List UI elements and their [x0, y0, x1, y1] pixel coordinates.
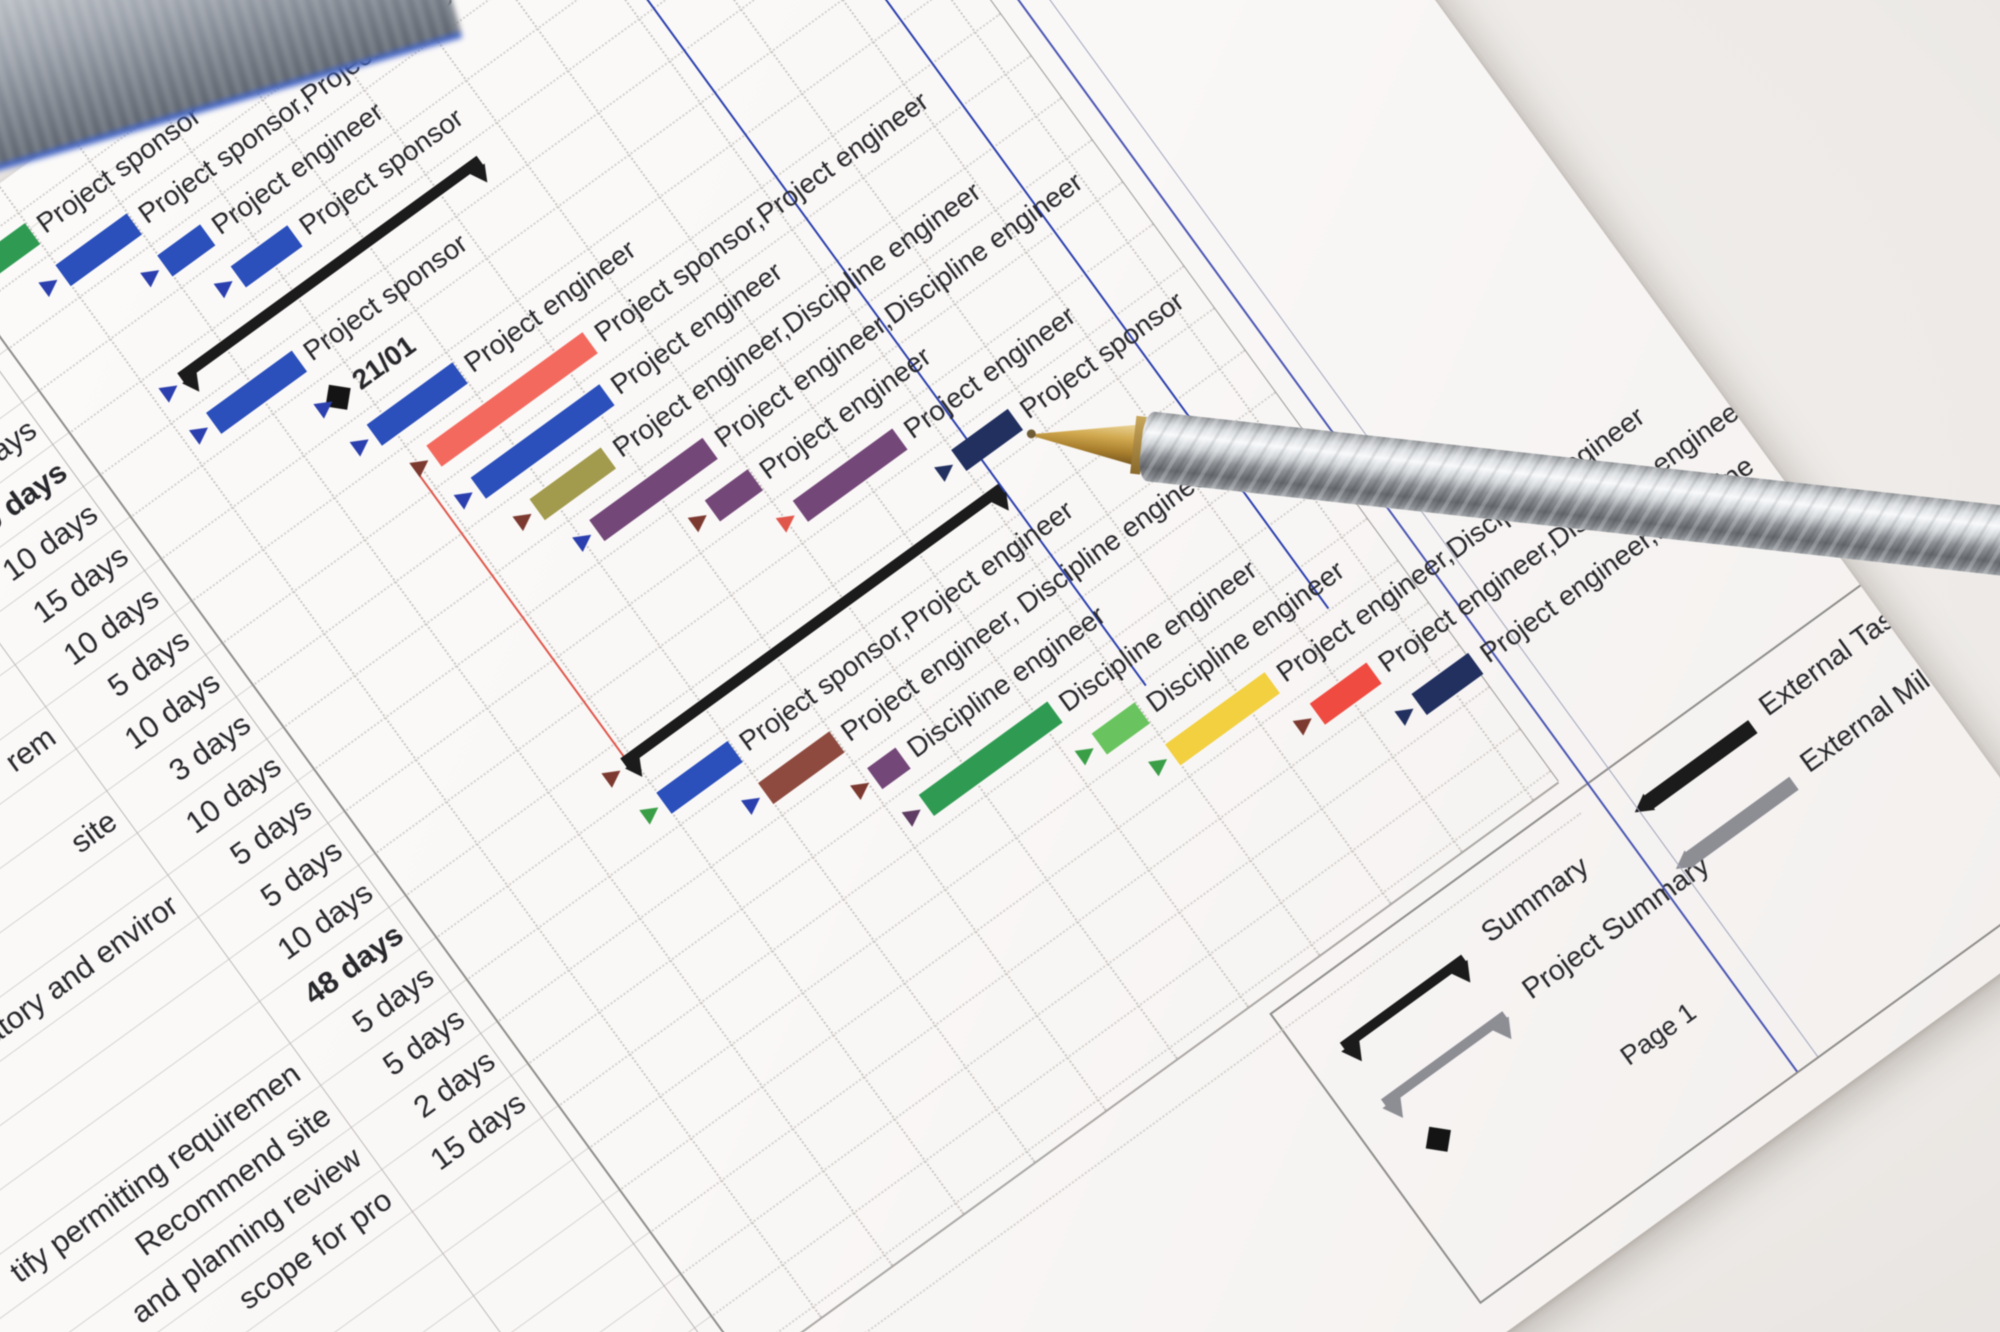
pen-ballpoint — [1026, 428, 1037, 439]
legend-box-bottom-border — [1479, 873, 2000, 1305]
gantt-bar — [230, 225, 303, 288]
chart-row-line — [618, 602, 1429, 1192]
milestone-legend-diamond-icon — [1425, 1126, 1451, 1152]
external-tasks-legend-icon — [1642, 720, 1758, 810]
link-arrow-icon — [158, 378, 183, 403]
link-arrow-icon — [901, 802, 927, 827]
project-summary-legend-icon — [1380, 1011, 1509, 1108]
link-arrow-icon — [1074, 740, 1100, 766]
link-arrow-icon — [140, 262, 165, 288]
link-arrow-icon — [189, 420, 214, 445]
chart-row-line — [710, 728, 1521, 1318]
task-name-cell: gulatory and enviror — [0, 887, 185, 1077]
link-arrow-icon — [849, 775, 875, 801]
gantt-bar — [951, 408, 1024, 472]
summary-legend-icon — [1339, 954, 1468, 1051]
link-arrow-icon — [38, 272, 63, 298]
legend-external-milestone-label: External Milestone — [1794, 613, 2000, 780]
link-arrow-icon — [1394, 701, 1419, 727]
link-arrow-icon — [213, 273, 238, 299]
gantt-bar — [206, 350, 307, 434]
link-arrow-icon — [1148, 751, 1173, 777]
link-arrow-icon — [1292, 711, 1317, 736]
external-milestone-legend-icon — [1684, 776, 1799, 867]
gantt-bar — [656, 741, 743, 814]
link-arrow-icon — [512, 506, 538, 531]
link-arrow-icon — [453, 484, 479, 510]
link-line — [666, 0, 1330, 610]
link-arrow-icon — [601, 763, 626, 788]
milestone-date-label: 21/01 — [346, 329, 422, 396]
chart-row-line — [771, 812, 1582, 1332]
link-arrow-icon — [934, 457, 959, 482]
link-arrow-icon — [349, 431, 375, 457]
pen-tip — [1026, 412, 1142, 466]
gantt-bar — [866, 747, 911, 790]
chart-row-line — [740, 770, 1551, 1332]
gantt-bar — [1309, 662, 1382, 725]
link-arrow-icon — [740, 790, 766, 816]
link-arrow-icon — [639, 800, 664, 825]
link-arrow-icon — [687, 507, 713, 533]
chart-row-line — [557, 517, 1368, 1108]
gantt-bar — [1411, 652, 1484, 716]
page-number: Page 1 — [1614, 996, 1702, 1072]
chart-row-line — [587, 559, 1399, 1150]
